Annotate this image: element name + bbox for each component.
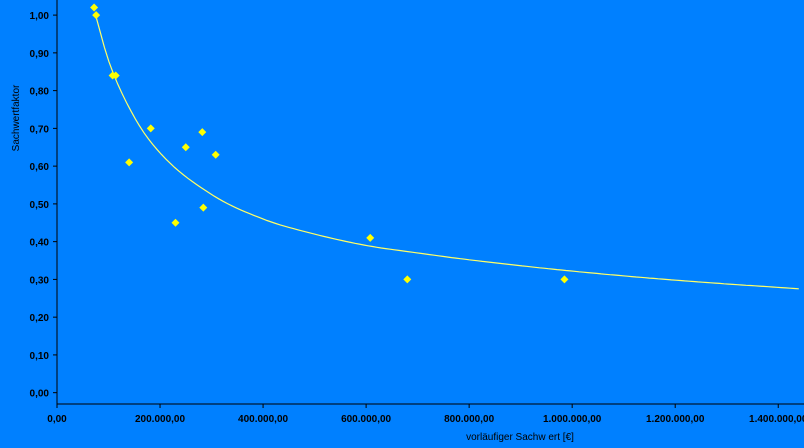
y-tick-label: 0,30 bbox=[30, 275, 50, 286]
y-tick-label: 0,90 bbox=[30, 49, 50, 60]
y-axis-title: Sachwertfaktor bbox=[11, 84, 22, 151]
trendline bbox=[95, 14, 799, 290]
data-point bbox=[560, 275, 569, 284]
axes bbox=[56, 0, 804, 405]
trendline-group bbox=[95, 14, 799, 290]
x-tick-label: 1.400.000,00 bbox=[749, 414, 804, 425]
data-point bbox=[92, 11, 101, 20]
x-tick-label: 1.000.000,00 bbox=[543, 414, 602, 425]
data-point bbox=[111, 71, 120, 80]
x-tick-label: 800.000,00 bbox=[444, 414, 494, 425]
x-tick-label: 200.000,00 bbox=[135, 414, 185, 425]
y-tick-label: 0,10 bbox=[30, 351, 50, 362]
x-axis-title: vorläufiger Sachw ert [€] bbox=[466, 432, 574, 443]
y-tick-label: 0,70 bbox=[30, 124, 50, 135]
data-point bbox=[146, 124, 155, 133]
data-point bbox=[125, 158, 134, 167]
y-tick-label: 0,20 bbox=[30, 313, 50, 324]
data-point bbox=[90, 3, 99, 12]
y-tick-label: 0,60 bbox=[30, 162, 50, 173]
data-points bbox=[90, 3, 569, 284]
data-point bbox=[403, 275, 412, 284]
y-tick-label: 0,80 bbox=[30, 87, 50, 98]
data-point bbox=[211, 150, 220, 159]
ticks: 0,00 0,10 0,20 0,30 0,40 0,50 0,60 0,70 0,80 0,90… bbox=[30, 11, 804, 425]
data-point bbox=[199, 203, 208, 212]
y-tick-label: 0,40 bbox=[30, 238, 50, 249]
data-point bbox=[366, 233, 375, 242]
x-tick-label: 400.000,00 bbox=[238, 414, 288, 425]
data-point bbox=[198, 128, 207, 137]
y-tick-label: 0,00 bbox=[30, 389, 50, 400]
data-point bbox=[171, 218, 180, 227]
x-tick-label: 600.000,00 bbox=[341, 414, 391, 425]
y-tick-label: 1,00 bbox=[30, 11, 50, 22]
data-point bbox=[181, 143, 190, 152]
x-tick-label: 1.200.000,00 bbox=[646, 414, 705, 425]
x-tick-label: 0,00 bbox=[47, 414, 67, 425]
y-tick-label: 0,50 bbox=[30, 200, 50, 211]
